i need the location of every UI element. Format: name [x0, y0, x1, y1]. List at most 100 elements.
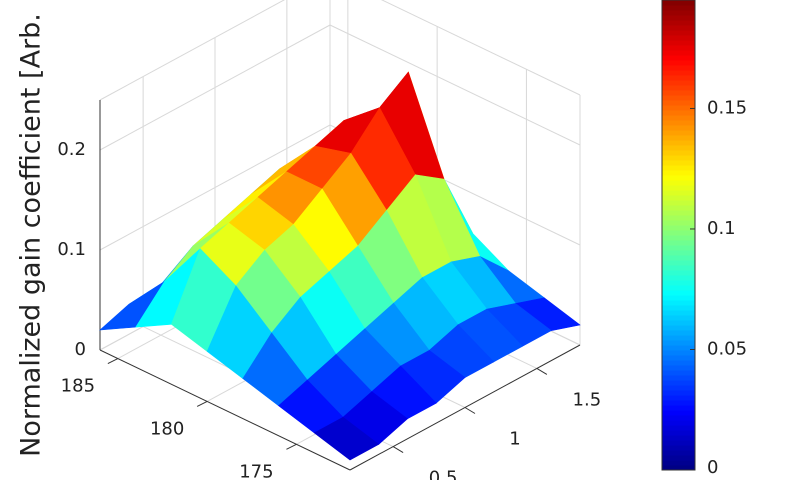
colorbar-segment: [662, 215, 695, 221]
colorbar-segment: [662, 395, 695, 401]
box-edge: [380, 0, 581, 96]
colorbar-segment: [662, 160, 695, 166]
colorbar-segment: [662, 80, 695, 86]
colorbar-segment: [662, 315, 695, 321]
colorbar-segment: [662, 130, 695, 136]
colorbar-segment: [662, 30, 695, 36]
colorbar-segment: [662, 205, 695, 211]
colorbar-segment: [662, 390, 695, 396]
tick-mark: [286, 443, 297, 450]
colorbar-segment: [662, 150, 695, 156]
colorbar-segment: [662, 190, 695, 196]
colorbar-segment: [662, 330, 695, 336]
colorbar-segment: [662, 265, 695, 271]
colorbar-segment: [662, 180, 695, 186]
colorbar-segment: [662, 465, 695, 471]
colorbar-segment: [662, 375, 695, 381]
colorbar-segment: [662, 60, 695, 66]
colorbar-segment: [662, 435, 695, 441]
z-tick-label: 0: [75, 339, 86, 360]
colorbar-segment: [662, 340, 695, 346]
colorbar-segment: [662, 40, 695, 46]
colorbar-segment: [662, 25, 695, 31]
colorbar-segment: [662, 430, 695, 436]
colorbar-segment: [662, 75, 695, 81]
tick-mark: [464, 407, 476, 414]
colorbar-segment: [662, 225, 695, 231]
y-tick-label: 185: [61, 376, 95, 397]
colorbar-segment: [662, 325, 695, 331]
tick-mark: [196, 400, 208, 407]
y-tick-label: 175: [239, 461, 273, 480]
colorbar-segment: [662, 165, 695, 171]
colorbar-segment: [662, 335, 695, 341]
colorbar-segment: [662, 20, 695, 26]
colorbar-segment: [662, 50, 695, 56]
colorbar-segment: [662, 65, 695, 71]
colorbar-segment: [662, 230, 695, 236]
colorbar-segment: [662, 360, 695, 366]
colorbar-segment: [662, 135, 695, 141]
colorbar-frame: [661, 0, 696, 471]
colorbar-segment: [662, 185, 695, 191]
colorbar-segment: [662, 355, 695, 361]
colorbar-segment: [662, 445, 695, 451]
colorbar-segment: [662, 145, 695, 151]
colorbar-segment: [662, 170, 695, 176]
colorbar-segment: [662, 200, 695, 206]
colorbar-segment: [662, 320, 695, 326]
z-axis-label: Normalized gain coefficient [Arb.: [16, 13, 47, 457]
colorbar-segment: [662, 240, 695, 246]
colorbar-segment: [662, 155, 695, 161]
colorbar-segment: [662, 210, 695, 216]
z-tick-label: 0.1: [57, 239, 86, 260]
colorbar-segment: [662, 370, 695, 376]
colorbar-segment: [662, 385, 695, 391]
colorbar-segment: [662, 270, 695, 276]
colorbar-segment: [662, 90, 695, 96]
colorbar-segment: [662, 0, 695, 6]
colorbar-segment: [662, 35, 695, 41]
colorbar-segment: [662, 15, 695, 21]
colorbar-segment: [662, 450, 695, 456]
colorbar-segment: [662, 280, 695, 286]
colorbar-segment: [662, 285, 695, 291]
colorbar-segment: [662, 300, 695, 306]
x-tick-label: 0.5: [429, 468, 458, 480]
colorbar-segment: [662, 55, 695, 61]
colorbar-segment: [662, 195, 695, 201]
colorbar-segment: [662, 275, 695, 281]
colorbar-segment: [662, 425, 695, 431]
colorbar-tick-label: 0.1: [707, 218, 736, 239]
colorbar-segment: [662, 420, 695, 426]
grid-line: [329, 24, 581, 146]
tick-mark: [536, 368, 548, 375]
colorbar-tick-label: 0.15: [707, 97, 747, 118]
colorbar-segment: [662, 235, 695, 241]
surface-cell: [313, 416, 380, 461]
x-tick-label: 1.5: [573, 389, 602, 410]
colorbar-segment: [662, 365, 695, 371]
colorbar-segment: [662, 245, 695, 251]
colorbar-segment: [662, 95, 695, 101]
colorbar-segment: [662, 115, 695, 121]
colorbar-segment: [662, 410, 695, 416]
colorbar-segment: [662, 10, 695, 16]
colorbar-segment: [662, 415, 695, 421]
colorbar-tick-label: 0.05: [707, 338, 747, 359]
colorbar-segment: [662, 140, 695, 146]
colorbar-segment: [662, 260, 695, 266]
tick-mark: [392, 446, 404, 453]
colorbar-segment: [662, 345, 695, 351]
colorbar-segment: [662, 455, 695, 461]
tick-mark: [107, 358, 119, 365]
colorbar-segment: [662, 70, 695, 76]
colorbar-segment: [662, 110, 695, 116]
colorbar-segment: [662, 5, 695, 11]
colorbar-segment: [662, 125, 695, 131]
colorbar-segment: [662, 120, 695, 126]
colorbar-segment: [662, 380, 695, 386]
colorbar-tick-label: 0: [707, 457, 718, 478]
colorbar-segment: [662, 400, 695, 406]
